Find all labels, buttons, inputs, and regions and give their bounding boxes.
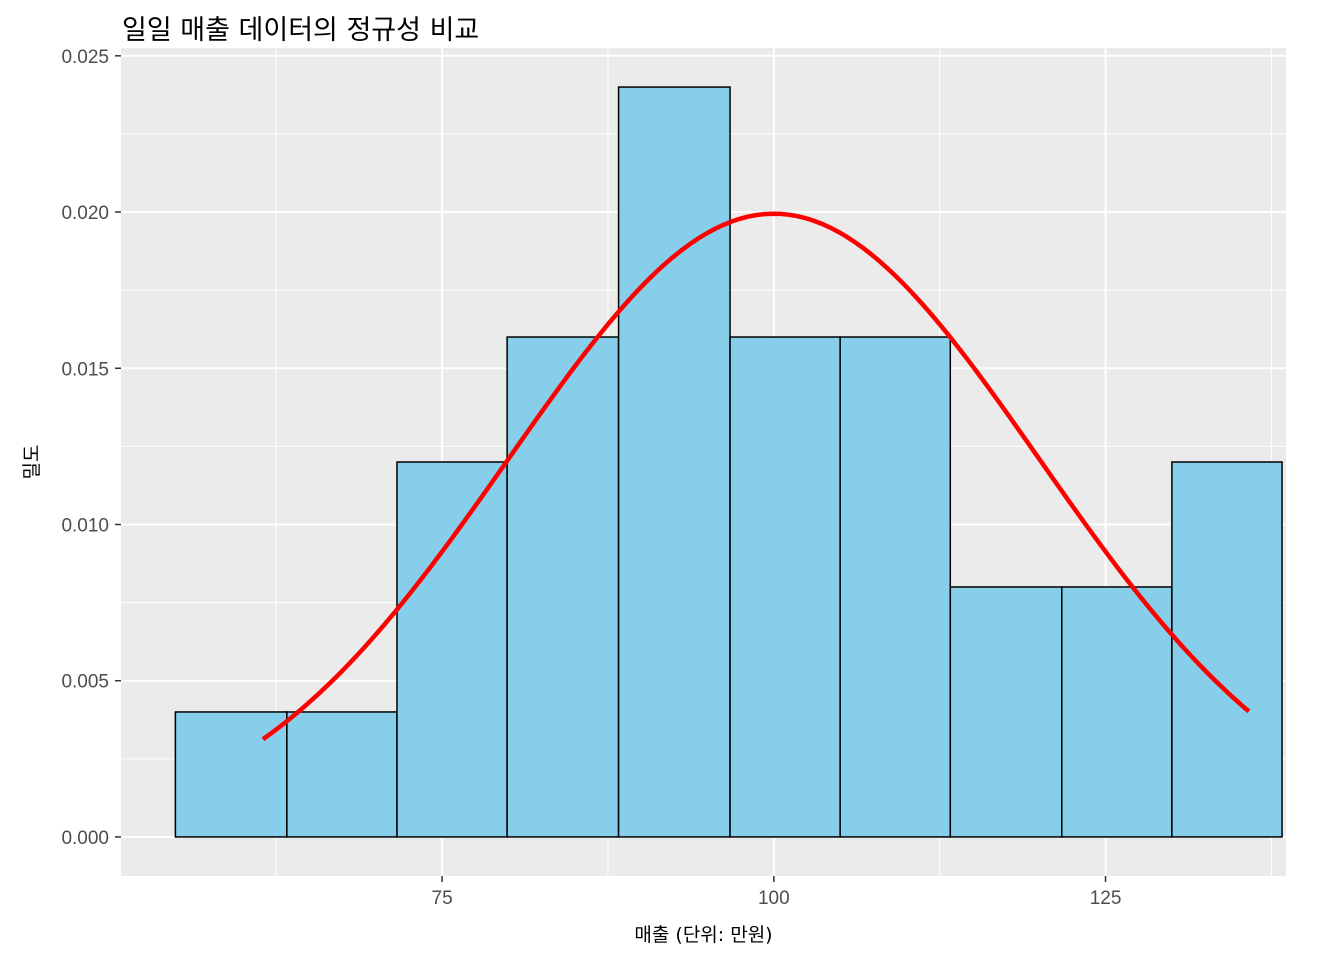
histogram-bar	[286, 711, 398, 838]
x-axis-title: 매출 (단위: 만원)	[634, 924, 772, 946]
y-tick-label: 0.000	[61, 828, 109, 849]
histogram-bar	[1061, 586, 1173, 838]
x-tick-label: 125	[1090, 888, 1122, 909]
y-tick-label: 0.015	[61, 359, 109, 380]
normal-density-curve	[261, 211, 1251, 742]
chart-title: 일일 매출 데이터의 정규성 비교	[122, 15, 480, 46]
y-axis: 0.000 0.005 0.010 0.015 0.020 0.025	[61, 47, 121, 849]
histogram-bar	[396, 461, 508, 838]
x-axis: 75 100 125	[432, 876, 1122, 909]
histogram-bars	[174, 86, 1283, 838]
histogram-bar	[617, 86, 731, 838]
y-tick-label: 0.025	[61, 47, 109, 68]
histogram-bar	[1171, 461, 1283, 838]
histogram-bar	[839, 336, 952, 838]
histogram-bar	[949, 586, 1063, 838]
histogram-bar	[174, 711, 288, 838]
histogram-bar	[729, 336, 841, 838]
x-tick-label: 100	[758, 888, 790, 909]
y-tick-label: 0.020	[61, 203, 109, 224]
y-tick-label: 0.005	[61, 672, 109, 693]
y-axis-title: 밀도	[21, 445, 43, 480]
y-tick-label: 0.010	[61, 515, 109, 536]
histogram-bar	[506, 336, 620, 838]
x-tick-label: 75	[432, 888, 453, 909]
